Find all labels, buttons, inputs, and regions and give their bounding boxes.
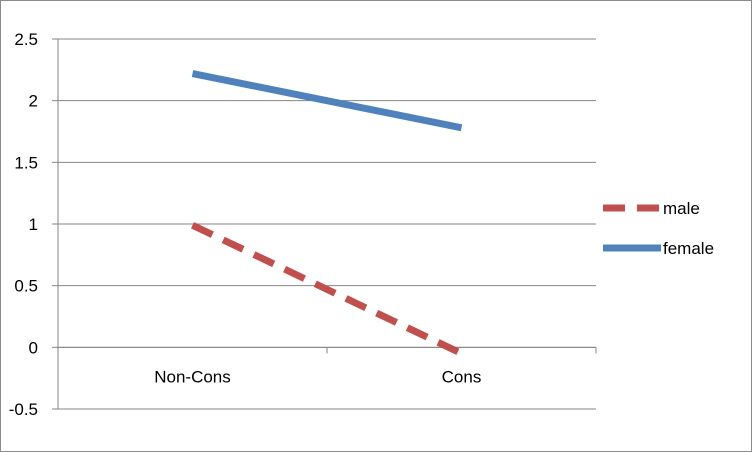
y-tick-label: -0.5 <box>9 400 38 419</box>
x-tick-label: Non-Cons <box>154 367 231 386</box>
y-tick-label: 1 <box>29 215 38 234</box>
legend-label: male <box>663 199 700 218</box>
gridlines <box>58 38 596 410</box>
series-line-female <box>191 70 463 132</box>
y-tick-label: 2.5 <box>14 30 38 49</box>
axes <box>52 38 597 410</box>
series-line-male <box>190 222 464 357</box>
x-tick-labels: Non-Cons Cons <box>154 367 481 386</box>
y-tick-label: 0.5 <box>14 277 38 296</box>
y-tick-label: 2 <box>29 92 38 111</box>
y-tick-label: 1.5 <box>14 153 38 172</box>
legend: male female <box>603 199 714 258</box>
legend-label: female <box>663 239 714 258</box>
y-tick-labels: -0.5 0 0.5 1 1.5 2 2.5 <box>9 30 38 419</box>
x-tick-label: Cons <box>442 367 482 386</box>
series-lines <box>190 70 464 357</box>
y-tick-label: 0 <box>29 338 38 357</box>
